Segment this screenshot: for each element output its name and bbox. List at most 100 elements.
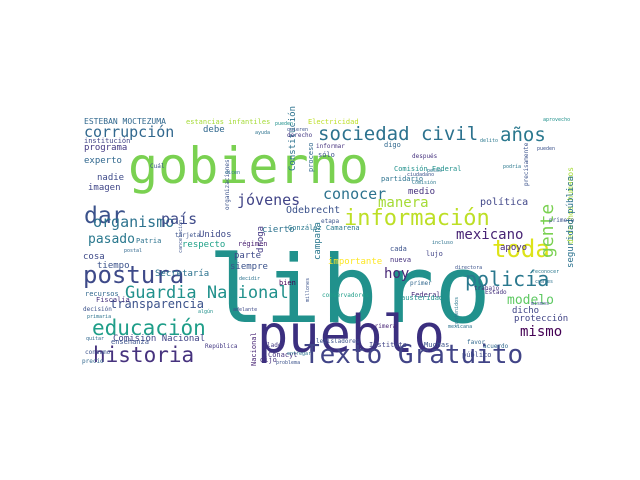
cloud-word: bien xyxy=(279,279,296,287)
cloud-word: años xyxy=(500,124,546,146)
cloud-word: apoyo xyxy=(500,243,527,253)
cloud-word: Texto Gratuito xyxy=(304,340,523,370)
cloud-word: directora xyxy=(455,265,482,271)
cloud-word: derechos humanos xyxy=(566,167,575,244)
cloud-word: precisamente xyxy=(523,142,530,186)
cloud-word: precio xyxy=(82,358,104,365)
cloud-word: transparencia xyxy=(110,297,204,311)
cloud-word: Comisión xyxy=(412,179,436,186)
cloud-word: país xyxy=(161,210,197,228)
cloud-word: educación xyxy=(92,316,206,340)
cloud-word: libro xyxy=(208,236,491,345)
cloud-word: aprovecho xyxy=(543,117,570,123)
cloud-word: pasado xyxy=(88,232,135,247)
cloud-word: primero xyxy=(549,217,575,224)
cloud-word: dijo xyxy=(260,356,277,364)
cloud-word: después xyxy=(412,153,438,160)
cloud-word: digo xyxy=(384,141,401,149)
cloud-word: hoy xyxy=(384,266,409,282)
cloud-word: entregar xyxy=(287,351,311,357)
cloud-word: mismos xyxy=(531,301,549,307)
cloud-word: cosa xyxy=(83,252,105,262)
cloud-word: reconocer xyxy=(532,269,559,275)
cloud-word: nadie xyxy=(97,173,124,183)
cloud-word: mexicano xyxy=(456,227,523,243)
cloud-word: Conacyt xyxy=(268,351,298,359)
cloud-word: cuales xyxy=(535,279,553,285)
cloud-word: tiempo xyxy=(97,261,130,271)
cloud-word: ayuda xyxy=(255,130,270,136)
cloud-word: público xyxy=(462,351,492,359)
cloud-word: Comisión Nacional xyxy=(113,333,205,344)
cloud-word: cierto xyxy=(262,225,295,235)
cloud-word: Federal xyxy=(411,291,441,299)
cloud-word: importante xyxy=(328,257,382,267)
cloud-word: jóvenes xyxy=(237,191,300,209)
cloud-word: mismo xyxy=(520,324,562,340)
cloud-word: Electricidad xyxy=(308,118,359,126)
cloud-word: Estado xyxy=(485,289,507,296)
cloud-word: Cuál xyxy=(150,163,165,170)
cloud-word: Fiscalía xyxy=(96,296,130,304)
cloud-word: consumo xyxy=(85,349,111,356)
cloud-word: Comisión Federal xyxy=(394,165,461,173)
cloud-word: medio xyxy=(408,187,435,197)
cloud-word: problema xyxy=(276,360,300,366)
cloud-word: austeridad xyxy=(401,294,443,302)
cloud-word: ciudadano xyxy=(407,172,434,178)
cloud-word: sociedad civil xyxy=(318,123,478,145)
cloud-word: ESTEBAN MOCTEZUMA xyxy=(84,117,166,126)
cloud-word: pesos xyxy=(427,168,442,174)
cloud-word: acuerdo xyxy=(483,343,509,350)
cloud-word: recursos xyxy=(85,290,119,298)
cloud-word: algún xyxy=(198,308,213,315)
cloud-word: primaria xyxy=(87,314,111,320)
cloud-word: adelante xyxy=(233,307,257,313)
cloud-word: siempre xyxy=(230,262,268,272)
cloud-word: enseñanza xyxy=(111,338,149,346)
cloud-word: contenidos xyxy=(454,297,460,327)
cloud-word: legisladores xyxy=(316,338,360,345)
cloud-word: Secretaría xyxy=(155,269,209,279)
cloud-word: información xyxy=(344,206,490,231)
cloud-word: conocer xyxy=(323,185,386,203)
cloud-word: decidir xyxy=(239,276,260,282)
cloud-word: dicen xyxy=(225,170,240,176)
cloud-word: Patria xyxy=(136,237,161,245)
cloud-word: lujo xyxy=(426,250,443,258)
cloud-word: debe xyxy=(203,125,225,135)
cloud-word: Nacional xyxy=(250,332,258,366)
cloud-word: Constitución xyxy=(287,106,298,171)
cloud-word: campaña xyxy=(313,222,323,260)
cloud-word: droga xyxy=(256,226,266,253)
cloud-word: Unidos xyxy=(199,230,232,240)
cloud-word: partidario xyxy=(381,175,423,183)
cloud-word: policía xyxy=(465,267,549,291)
cloud-word: parte xyxy=(234,251,261,261)
cloud-word: corrupción xyxy=(84,123,174,141)
cloud-word: pueblo xyxy=(257,305,445,365)
cloud-word: quieren xyxy=(287,127,308,133)
cloud-word: dar xyxy=(84,203,126,229)
cloud-word: postal xyxy=(124,248,142,254)
cloud-word: incluso xyxy=(432,240,453,246)
cloud-word: decisión xyxy=(83,306,112,313)
cloud-word: historia xyxy=(93,343,194,367)
cloud-word: organizaciones xyxy=(224,159,231,210)
cloud-word: postura xyxy=(83,261,184,289)
cloud-word: mexicana xyxy=(448,324,472,330)
cloud-word: tarjeta xyxy=(175,232,201,239)
cloud-word: primer xyxy=(410,280,432,287)
cloud-word: pueden xyxy=(537,146,555,152)
cloud-word: proceso xyxy=(307,142,315,172)
cloud-word: informar xyxy=(316,143,345,150)
cloud-word: protección xyxy=(514,313,568,324)
cloud-word: imagen xyxy=(88,183,121,193)
cloud-word: podría xyxy=(503,163,521,170)
cloud-word: Muchas xyxy=(424,341,449,349)
cloud-word: Instituto xyxy=(369,341,407,349)
cloud-word: derecho xyxy=(287,132,313,139)
cloud-word: trabajo xyxy=(474,285,500,292)
cloud-word: etapa xyxy=(321,218,339,225)
